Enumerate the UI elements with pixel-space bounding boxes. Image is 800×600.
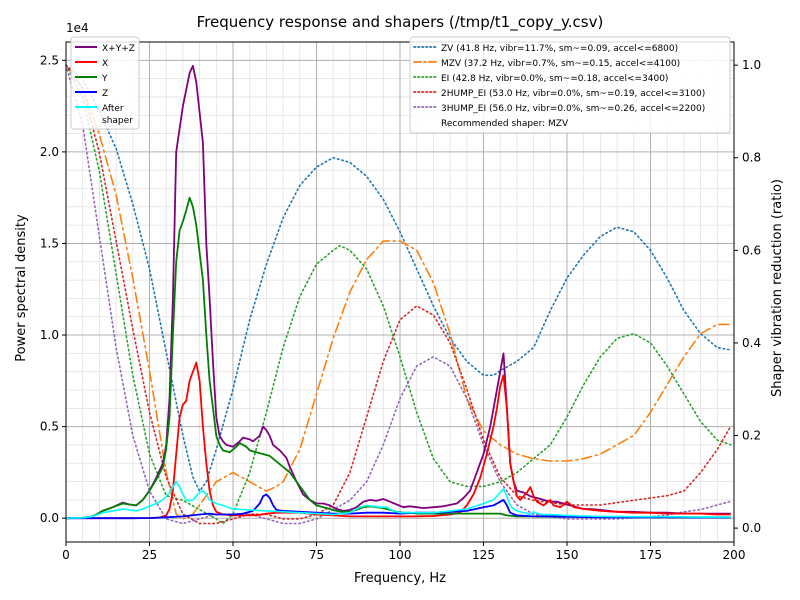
y-axis-label: Power spectral density [14,214,29,362]
x-tick-label: 125 [472,548,495,562]
x-tick-label: 75 [309,548,324,562]
shaper-curve-zv [65,64,732,493]
y2-tick-label: 0.6 [742,243,761,257]
psd-legend-label: Y [101,74,108,84]
psd-legend-label: After [102,104,124,114]
chart-title: Frequency response and shapers (/tmp/t1_… [197,13,604,32]
psd-legend-label: shaper [102,116,133,126]
x-tick-label: 200 [723,548,746,562]
x-axis-label: Frequency, Hz [354,571,446,586]
y2-tick-label: 1.0 [742,58,761,72]
psd-curve-x-y-z [65,64,731,520]
shaper-legend-label: 3HUMP_EI (56.0 Hz, vibr=0.0%, sm~=0.26, … [441,104,705,114]
psd-curves [65,64,731,520]
shaper-legend-label: ZV (41.8 Hz, vibr=11.7%, sm~=0.09, accel… [441,44,678,54]
psd-legend-label: X [102,59,108,69]
y2-tick-label: 0.0 [742,521,761,535]
y2-tick-label: 0.2 [742,429,761,443]
shaper-curve-2hump_ei [65,64,732,525]
axis-ticks: 0 25 50 75 100 125 150 175 200 0.0 0.5 1.0 1.5 2.0 2.5… [40,53,761,562]
shaper-legend-label: Recommended shaper: MZV [441,119,569,129]
shaper-curve-mzv [65,64,732,520]
y-offset-text: 1e4 [66,21,89,35]
y-tick-label: 2.5 [40,53,59,67]
x-tick-label: 150 [556,548,579,562]
psd-curve-after-shaper [65,480,731,519]
y-tick-label: 1.5 [40,236,59,250]
x-tick-label: 50 [225,548,240,562]
y2-axis-label: Shaper vibration reduction (ratio) [770,179,785,397]
shaper-legend-label: 2HUMP_EI (53.0 Hz, vibr=0.0%, sm~=0.19, … [441,89,705,99]
y-tick-label: 1.0 [40,328,59,342]
y2-tick-label: 0.4 [742,336,761,350]
shaper-legend: ZV (41.8 Hz, vibr=11.7%, sm~=0.09, accel… [409,36,731,134]
x-tick-label: 0 [62,548,70,562]
y-tick-label: 2.0 [40,145,59,159]
psd-legend: X+Y+Z XYZ After shaper [70,36,140,130]
shaper-curve-3hump_ei [65,64,732,525]
y-tick-label: 0.5 [40,420,59,434]
y2-tick-label: 0.8 [742,151,761,165]
x-tick-label: 25 [142,548,157,562]
shaper-legend-label: EI (42.8 Hz, vibr=0.0%, sm~=0.18, accel<… [441,74,668,84]
psd-curve-y [65,196,731,520]
shaper-legend-label: MZV (37.2 Hz, vibr=0.7%, sm~=0.15, accel… [441,59,680,69]
psd-curve-z [66,493,731,520]
shaper-curve-ei [65,64,732,525]
psd-curve-x [66,361,731,520]
psd-legend-label: X+Y+Z [102,44,135,54]
x-tick-label: 100 [389,548,412,562]
y-tick-label: 0.0 [40,511,59,525]
psd-legend-label: Z [102,89,108,99]
shaper-curves [65,64,732,525]
x-tick-label: 175 [639,548,662,562]
shaper-legend-box [409,36,731,134]
